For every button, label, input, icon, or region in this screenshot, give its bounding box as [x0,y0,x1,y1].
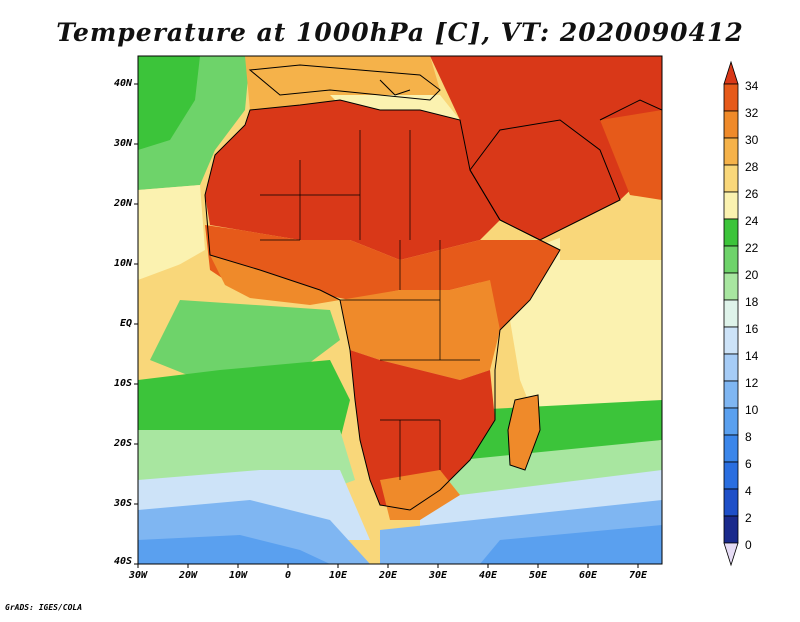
asia-coastline [599,99,662,121]
colorbar [723,60,739,567]
tick-marks [134,83,639,568]
field-west-africa-coast [210,255,340,305]
colorbar-label: 2 [745,511,752,525]
colorbar-label: 12 [745,376,759,390]
colorbar-segment [723,137,739,166]
colorbar-bottom-triangle [723,542,739,567]
plot-frame [137,55,663,565]
europe-coastline [248,64,441,101]
lon-tick-label: 10E [328,570,348,581]
lon-tick-label: 50E [528,570,548,581]
field-equatorial-atlantic [150,300,340,380]
italy-coastline [379,79,411,96]
colorbar-segment [723,164,739,193]
colorbar-segment [723,218,739,247]
colorbar-label: 22 [745,241,759,255]
field-sahara [205,100,500,260]
field-southern-africa [350,350,495,510]
field-tropical-atlantic-north [138,185,205,280]
colorbar-segment [723,515,739,544]
temperature-field [138,56,662,564]
grads-credit: GrADS: IGES/COLA [5,603,83,612]
colorbar-segment [723,83,739,112]
colorbar-segment [723,380,739,409]
lat-tick-label: 10N [113,258,132,269]
lon-tick-label: 60E [578,570,598,581]
lat-tick-label: 30N [113,138,132,149]
colorbar-label: 0 [745,538,752,552]
field-south-asia [600,110,662,200]
lon-tick-label: 40E [478,570,498,581]
lon-tick-label: 30E [428,570,448,581]
colorbar-label: 26 [745,187,759,201]
map-title: Temperature at 1000hPa [C], VT: 20200904… [56,18,744,47]
lon-tick-label: 10W [228,570,248,581]
lat-tick-label: EQ [119,318,132,329]
colorbar-segment [723,272,739,301]
lat-tick-label: 10S [113,378,132,389]
lat-tick-label: 20N [113,198,132,209]
colorbar-label: 4 [745,484,752,498]
colorbar-segment [723,326,739,355]
lat-tick-label: 40N [113,78,132,89]
colorbar-segment [723,191,739,220]
field-far-south-atlantic [138,535,330,564]
colorbar-segment [723,488,739,517]
lon-tick-label: 20W [178,570,198,581]
madagascar-coastline [507,394,541,471]
colorbar-label: 28 [745,160,759,174]
country-borders [260,130,480,480]
colorbar-top-triangle [723,60,739,85]
field-southern-ocean-cold [480,525,662,564]
colorbar-label: 16 [745,322,759,336]
field-middle-east [430,56,662,240]
field-north-atlantic-core [138,56,200,150]
africa-coastline [204,99,561,511]
field-central-africa [340,280,500,380]
arabia-coastline [469,119,621,241]
colorbar-segment [723,110,739,139]
colorbar-label: 8 [745,430,752,444]
field-horn-of-africa [480,240,560,330]
colorbar-label: 30 [745,133,759,147]
lat-tick-label: 40S [113,556,132,567]
colorbar-segment [723,353,739,382]
field-south-africa-tip [380,470,460,520]
lon-tick-label: 30W [128,570,148,581]
colorbar-label: 32 [745,106,759,120]
colorbar-label: 18 [745,295,759,309]
lat-tick-label: 20S [113,438,132,449]
colorbar-label: 34 [745,79,759,93]
colorbar-segment [723,434,739,463]
lon-tick-label: 20E [378,570,398,581]
colorbar-label: 14 [745,349,759,363]
colorbar-segment [723,245,739,274]
lon-tick-label: 70E [628,570,648,581]
colorbar-label: 20 [745,268,759,282]
colorbar-label: 10 [745,403,759,417]
colorbar-segment [723,299,739,328]
coastlines [204,64,662,511]
lat-tick-label: 30S [113,498,132,509]
colorbar-segment [723,461,739,490]
colorbar-label: 6 [745,457,752,471]
colorbar-segment [723,407,739,436]
lon-tick-label: 0 [284,570,292,581]
colorbar-label: 24 [745,214,759,228]
